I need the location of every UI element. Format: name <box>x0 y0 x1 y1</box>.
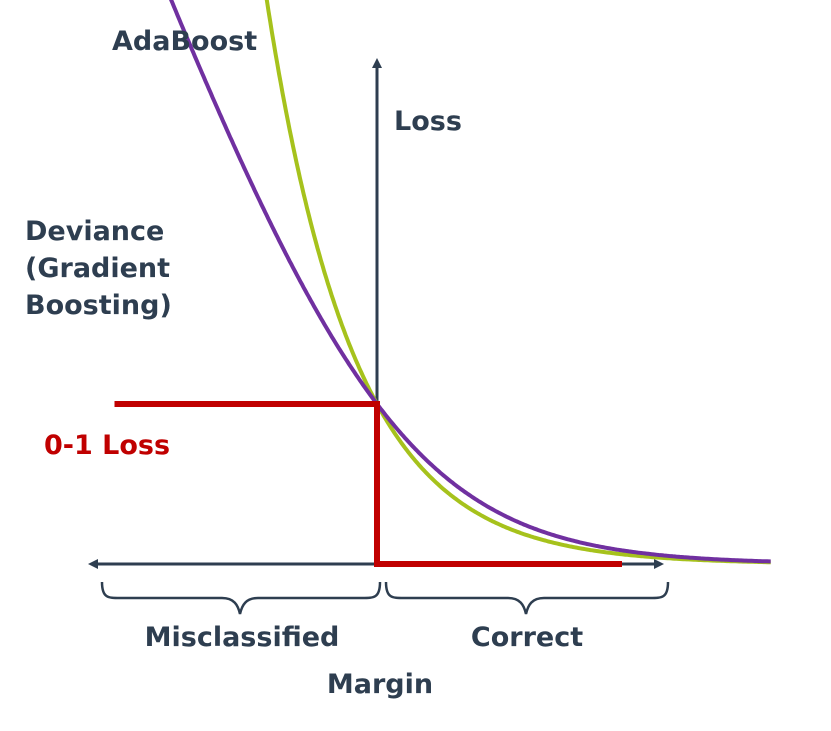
series-label-deviance-line2: (Gradient <box>25 253 170 284</box>
region-label-correct: Correct <box>471 622 583 653</box>
brace-misclassified <box>100 581 382 615</box>
series-line-adaboost <box>264 0 771 565</box>
series-line-0-1-loss <box>114 401 622 567</box>
x-axis-label: Margin <box>327 669 433 700</box>
brace-correct <box>384 581 670 615</box>
y-axis-label: Loss <box>394 106 462 137</box>
series-line-deviance <box>169 0 771 564</box>
series-label-0-1-loss: 0-1 Loss <box>44 430 170 461</box>
region-label-misclassified: Misclassified <box>145 622 340 653</box>
series-label-deviance: Deviance (Gradient Boosting) <box>25 216 179 321</box>
series-label-deviance-line3: Boosting) <box>25 290 172 321</box>
series-label-deviance-line1: Deviance <box>25 216 164 247</box>
series-label-adaboost: AdaBoost <box>112 26 257 57</box>
